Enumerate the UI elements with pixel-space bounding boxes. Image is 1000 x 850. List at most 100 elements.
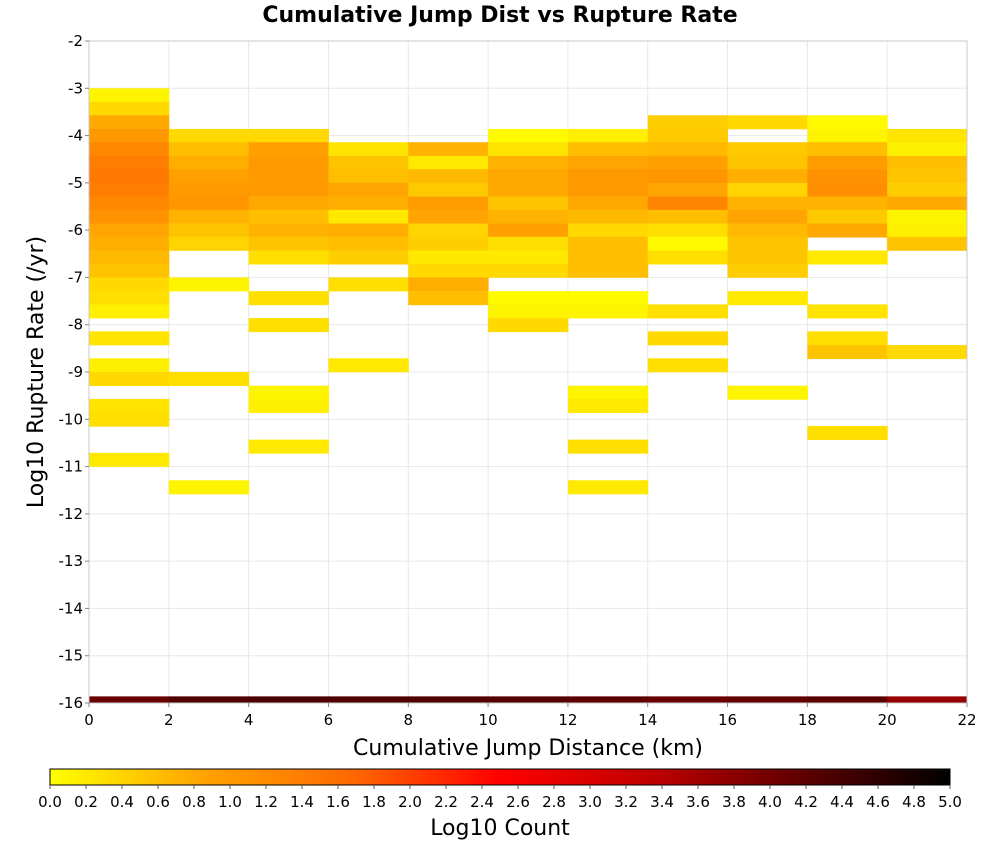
x-tick-label: 10 (479, 711, 498, 729)
x-axis-label: Cumulative Jump Distance (km) (353, 736, 703, 761)
heatmap-cell (807, 169, 888, 184)
heatmap-cell (89, 142, 170, 157)
heatmap-cell (567, 169, 649, 184)
heatmap-cell (328, 169, 409, 184)
heatmap-cells (89, 88, 968, 703)
heatmap-cell (567, 155, 649, 170)
heatmap-cell (89, 412, 170, 427)
y-tick-label: -13 (59, 552, 84, 570)
heatmap-cell (89, 277, 170, 292)
heatmap-cell (807, 223, 888, 238)
heatmap-cell (488, 196, 569, 211)
heatmap-cell (488, 128, 569, 143)
x-axis-ticks: 0 2 4 6 8 10 12 14 16 18 20 22 (84, 703, 977, 729)
heatmap-cell (408, 236, 489, 251)
y-tick-label: -3 (68, 79, 83, 97)
heatmap-cell (488, 263, 569, 278)
heatmap-cell (168, 182, 250, 197)
heatmap-cell (887, 696, 968, 703)
colorbar-tick-label: 3.0 (578, 793, 602, 811)
heatmap-cell (887, 169, 968, 184)
heatmap-cell (567, 263, 649, 278)
heatmap-cell (807, 696, 888, 703)
heatmap-cell (727, 696, 808, 703)
x-tick-label: 6 (324, 711, 334, 729)
heatmap-cell (89, 304, 170, 319)
heatmap-cell (727, 196, 808, 211)
heatmap-cell (488, 142, 569, 157)
colorbar-tick-label: 4.0 (758, 793, 782, 811)
y-tick-label: -2 (68, 32, 83, 50)
colorbar-tick-label: 1.8 (362, 793, 386, 811)
heatmap-cell (647, 142, 729, 157)
heatmap-cell (408, 291, 489, 306)
x-tick-label: 2 (164, 711, 174, 729)
heatmap-cell (168, 372, 250, 387)
heatmap-cell (328, 358, 409, 373)
heatmap-cell (887, 223, 968, 238)
colorbar-tick-label: 4.2 (794, 793, 818, 811)
heatmap-cell (727, 223, 808, 238)
colorbar (49, 768, 951, 786)
heatmap-cell (89, 155, 170, 170)
heatmap-cell (807, 196, 888, 211)
y-tick-label: -10 (59, 410, 84, 428)
heatmap-cell (488, 155, 569, 170)
heatmap-cell (807, 209, 888, 224)
heatmap-cell (807, 425, 888, 440)
heatmap-cell (248, 169, 329, 184)
heatmap-cell (408, 155, 489, 170)
heatmap-cell (408, 209, 489, 224)
colorbar-tick-label: 4.4 (830, 793, 854, 811)
heatmap-cell (248, 196, 329, 211)
y-axis-ticks: -2 -3 -4 -5 -6 -7 -8 -9 -10 -11 -12 -13 -14 -15 -16 (59, 32, 89, 712)
colorbar-tick-label: 4.8 (902, 793, 926, 811)
x-tick-label: 18 (798, 711, 817, 729)
heatmap-cell (647, 115, 729, 130)
heatmap-cell (887, 142, 968, 157)
heatmap-cell (328, 250, 409, 265)
heatmap-cell (89, 372, 170, 387)
heatmap-cell (567, 209, 649, 224)
heatmap-cell (567, 142, 649, 157)
heatmap-cell (168, 480, 250, 495)
heatmap-cell (887, 155, 968, 170)
heatmap-cell (168, 209, 250, 224)
heatmap-cell (89, 88, 170, 103)
heatmap-cell (887, 182, 968, 197)
heatmap-cell (168, 142, 250, 157)
heatmap-cell (168, 128, 250, 143)
heatmap-cell (807, 115, 888, 130)
heatmap-cell (328, 142, 409, 157)
heatmap-cell (408, 223, 489, 238)
heatmap-cell (647, 304, 729, 319)
heatmap-cell (727, 155, 808, 170)
heatmap-cell (89, 182, 170, 197)
heatmap-cell (328, 277, 409, 292)
heatmap-cell (887, 196, 968, 211)
heatmap-cell (328, 696, 409, 703)
heatmap-cell (248, 128, 329, 143)
heatmap-cell (807, 128, 888, 143)
x-tick-label: 12 (558, 711, 577, 729)
heatmap-cell (89, 196, 170, 211)
y-tick-label: -14 (59, 599, 84, 617)
heatmap-cell (248, 696, 329, 703)
colorbar-tick-label: 2.2 (434, 793, 458, 811)
heatmap-cell (887, 128, 968, 143)
heatmap-cell (647, 209, 729, 224)
chart-title: Cumulative Jump Dist vs Rupture Rate (262, 3, 737, 28)
heatmap-cell (488, 236, 569, 251)
heatmap-cell (168, 196, 250, 211)
heatmap-cell (488, 223, 569, 238)
colorbar-tick-label: 2.0 (398, 793, 422, 811)
heatmap-cell (89, 250, 170, 265)
heatmap-cell (567, 304, 649, 319)
heatmap-cell (408, 250, 489, 265)
heatmap-cell (408, 169, 489, 184)
heatmap-cell (727, 209, 808, 224)
x-tick-label: 4 (244, 711, 254, 729)
heatmap-cell (89, 452, 170, 467)
y-tick-label: -6 (68, 221, 83, 239)
